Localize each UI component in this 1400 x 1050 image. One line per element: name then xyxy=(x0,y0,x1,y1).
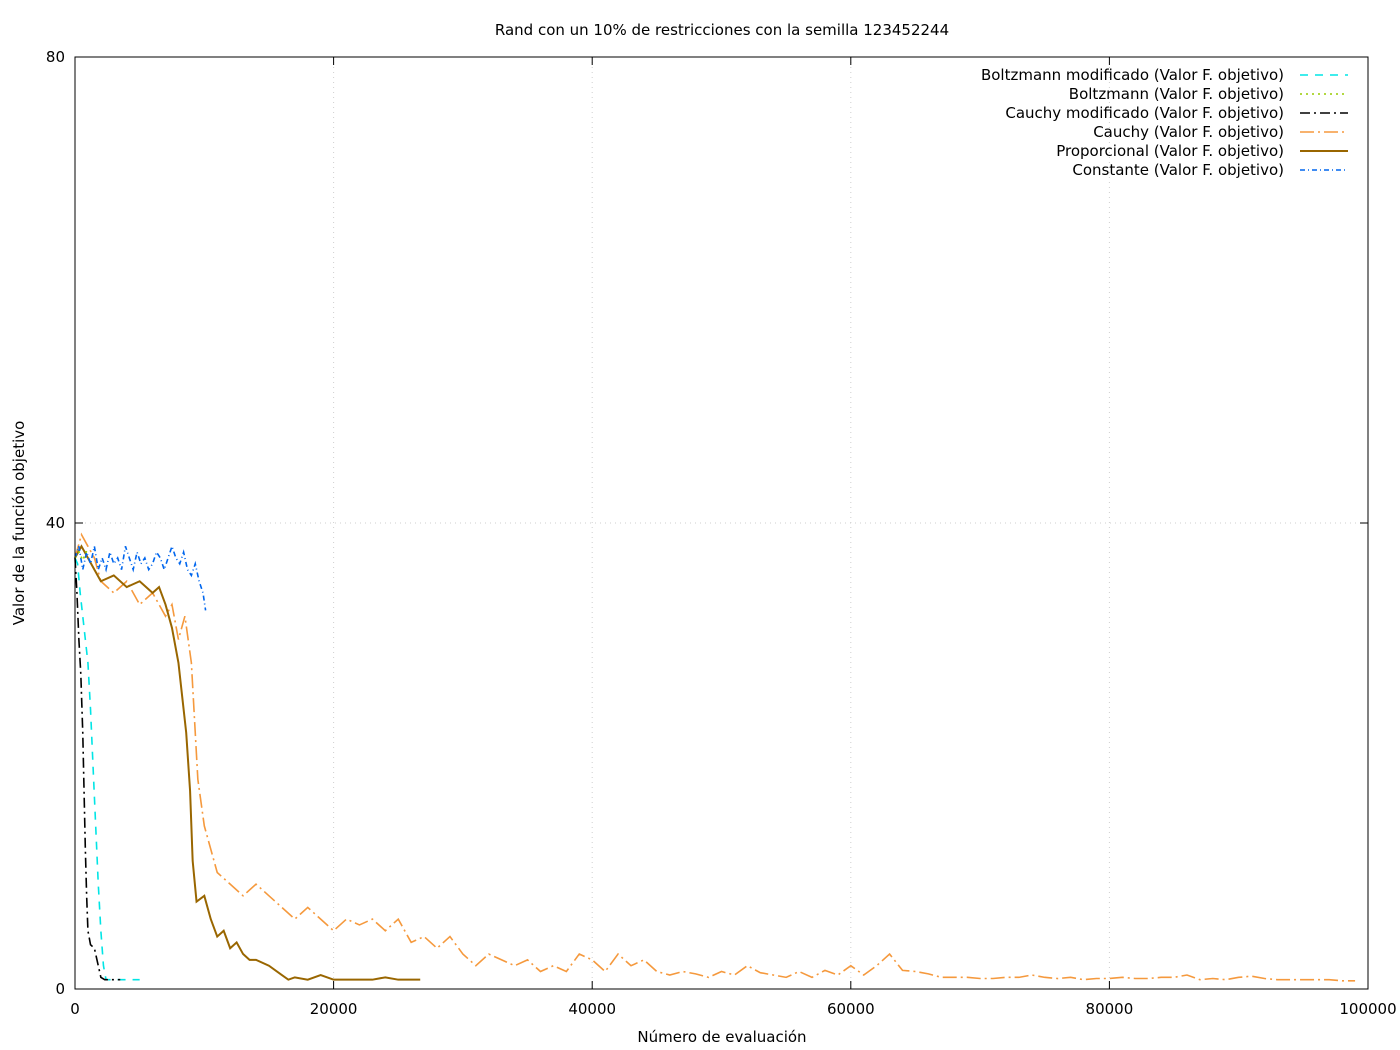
grid xyxy=(75,57,1368,989)
legend-label-3: Cauchy (Valor F. objetivo) xyxy=(1093,123,1284,141)
x-tick-label: 20000 xyxy=(310,1000,358,1018)
legend-label-2: Cauchy modificado (Valor F. objetivo) xyxy=(1005,104,1284,122)
series-line-3 xyxy=(74,532,1356,982)
legend-label-5: Constante (Valor F. objetivo) xyxy=(1072,161,1284,179)
legend-label-0: Boltzmann modificado (Valor F. objetivo) xyxy=(981,66,1284,84)
chart-title: Rand con un 10% de restricciones con la … xyxy=(495,21,949,39)
x-tick-label: 0 xyxy=(70,1000,80,1018)
x-tick-label: 40000 xyxy=(568,1000,616,1018)
y-tick-label: 0 xyxy=(55,980,65,998)
legend: Boltzmann modificado (Valor F. objetivo)… xyxy=(981,66,1348,179)
x-tick-label: 60000 xyxy=(827,1000,875,1018)
series-line-5 xyxy=(74,543,207,611)
series-line-4 xyxy=(74,544,421,981)
y-tick-label: 80 xyxy=(46,48,65,66)
series-line-0 xyxy=(74,557,140,981)
series-layer xyxy=(74,532,1356,982)
series-line-2 xyxy=(74,557,121,981)
legend-label-1: Boltzmann (Valor F. objetivo) xyxy=(1069,85,1284,103)
x-axis-label: Número de evaluación xyxy=(637,1028,806,1046)
axis-ticks: 0 20000 40000 60000 80000 100000 0 40 80 xyxy=(46,48,1397,1018)
x-tick-label: 80000 xyxy=(1086,1000,1134,1018)
plot-frame xyxy=(74,56,1369,990)
y-axis-label: Valor de la función objetivo xyxy=(10,421,28,626)
y-tick-label: 40 xyxy=(46,514,65,532)
x-tick-label: 100000 xyxy=(1339,1000,1396,1018)
legend-label-4: Proporcional (Valor F. objetivo) xyxy=(1056,142,1284,160)
